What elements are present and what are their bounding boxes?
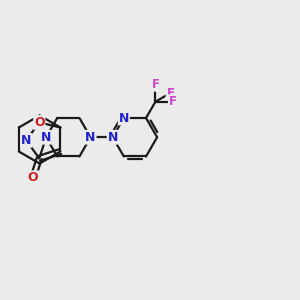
Text: N: N — [41, 131, 51, 144]
Text: O: O — [34, 116, 45, 129]
Text: N: N — [118, 112, 129, 124]
Text: N: N — [85, 131, 96, 144]
Text: F: F — [167, 86, 175, 100]
Text: F: F — [169, 95, 177, 108]
Text: O: O — [28, 171, 38, 184]
Text: N: N — [107, 131, 118, 144]
Text: N: N — [21, 134, 32, 147]
Text: F: F — [152, 78, 160, 91]
